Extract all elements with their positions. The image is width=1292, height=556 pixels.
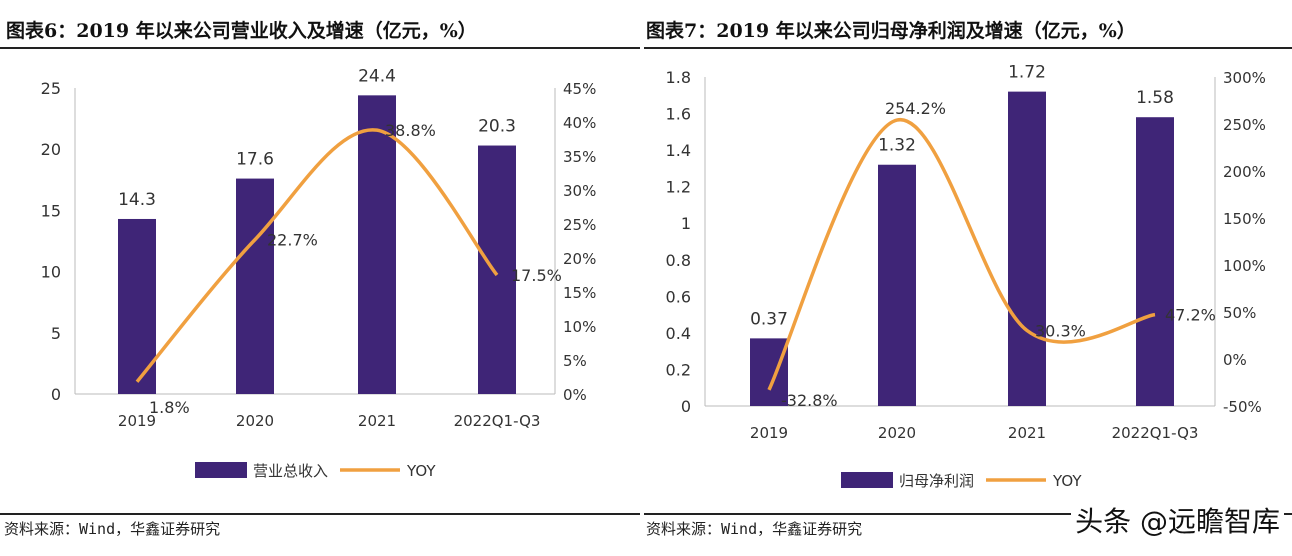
y-tick-right: 200% [1223,163,1266,181]
y-tick-right: 250% [1223,116,1266,134]
watermark: 头条 @远瞻智库 [1071,500,1284,540]
y-tick-right: 150% [1223,210,1266,228]
y-tick-right: 100% [1223,257,1266,275]
y-tick-right: 35% [563,148,596,166]
y-tick-left: 0.6 [666,287,691,306]
y-tick-left: 0.4 [666,324,691,343]
legend-bar-label: 营业总收入 [253,462,328,480]
y-tick-right: 15% [563,284,596,302]
y-tick-left: 0 [681,397,691,416]
divider [0,47,640,49]
profit-chart: 0 0.2 0.4 0.6 0.8 1 1.2 1.4 1.6 1.8 -50% 0% 50% 100% 1… [666,63,1266,490]
bar-label: 14.3 [118,190,156,210]
x-tick: 2022Q1-Q3 [454,412,541,430]
bar [1008,91,1046,406]
y-tick-left: 1.6 [666,105,691,124]
y-tick-left: 0.2 [666,360,691,379]
bar [878,164,916,406]
y-tick-right: 0% [563,386,587,404]
chart-title-1: 图表6：2019 年以来公司营业收入及增速（亿元，%） [6,20,477,42]
divider [644,513,1292,515]
bar-label: 0.37 [750,309,788,329]
bar-label: 24.4 [358,66,396,86]
line-label: -32.8% [781,391,838,410]
legend-bar-label: 归母净利润 [899,472,974,490]
legend-bar-swatch [841,472,893,488]
bar [750,338,788,406]
line-label: 38.8% [385,121,436,140]
x-tick: 2019 [750,424,788,442]
y-tick-left: 1 [681,214,691,233]
y-tick-left: 15 [41,201,61,220]
divider [644,47,1292,49]
y-tick-left: 1.8 [666,68,691,87]
x-tick: 2021 [1008,424,1046,442]
chart-title-2: 图表7：2019 年以来公司归母净利润及增速（亿元，%） [646,20,1136,42]
y-tick-left: 1.2 [666,178,691,197]
y-tick-left: 0.8 [666,251,691,270]
y-tick-right: 10% [563,318,596,336]
line-label: 30.3% [1035,322,1086,341]
y-tick-right: 50% [1223,304,1256,322]
y-tick-right: 40% [563,114,596,132]
bar [358,95,396,395]
revenue-chart: 0 5 10 15 20 25 0% 5% 10% 15% 20% 25% 30% 35% 40% 45% 20… [41,66,597,480]
bar-label: 1.32 [878,136,916,156]
y-tick-right: 30% [563,182,596,200]
y-tick-left: 25 [41,79,61,98]
bar-label: 1.58 [1136,88,1174,108]
y-tick-left: 1.4 [666,141,691,160]
bar [478,145,516,394]
y-tick-right: 5% [563,352,587,370]
x-tick: 2022Q1-Q3 [1112,424,1199,442]
legend-bar-swatch [195,462,247,478]
yoy-line [767,118,1156,391]
y-tick-left: 5 [51,324,61,343]
line-label: 1.8% [149,398,190,417]
x-tick: 2021 [358,412,396,430]
source-note-2: 资料来源：Wind，华鑫证券研究 [646,520,863,538]
bar-label: 20.3 [478,117,516,137]
x-tick: 2020 [236,412,274,430]
source-note-1: 资料来源：Wind，华鑫证券研究 [4,520,221,538]
y-tick-right: -50% [1223,398,1262,416]
y-tick-right: 25% [563,216,596,234]
y-tick-left: 0 [51,385,61,404]
y-tick-left: 10 [41,263,61,282]
legend-line-label: YOY [406,462,436,480]
yoy-line [135,128,499,383]
bar [1136,117,1174,406]
legend-line-label: YOY [1052,472,1082,490]
y-tick-right: 20% [563,250,596,268]
y-tick-left: 20 [41,140,61,159]
bar [236,178,274,394]
y-tick-right: 300% [1223,69,1266,87]
y-tick-right: 45% [563,80,596,98]
bar-label: 1.72 [1008,63,1046,83]
divider [0,513,640,515]
line-label: 17.5% [511,266,562,285]
x-tick: 2020 [878,424,916,442]
bar-label: 17.6 [236,150,274,170]
x-tick: 2019 [118,412,156,430]
line-label: 22.7% [267,231,318,250]
line-label: 47.2% [1165,306,1216,325]
y-tick-right: 0% [1223,351,1247,369]
line-label: 254.2% [885,99,946,118]
